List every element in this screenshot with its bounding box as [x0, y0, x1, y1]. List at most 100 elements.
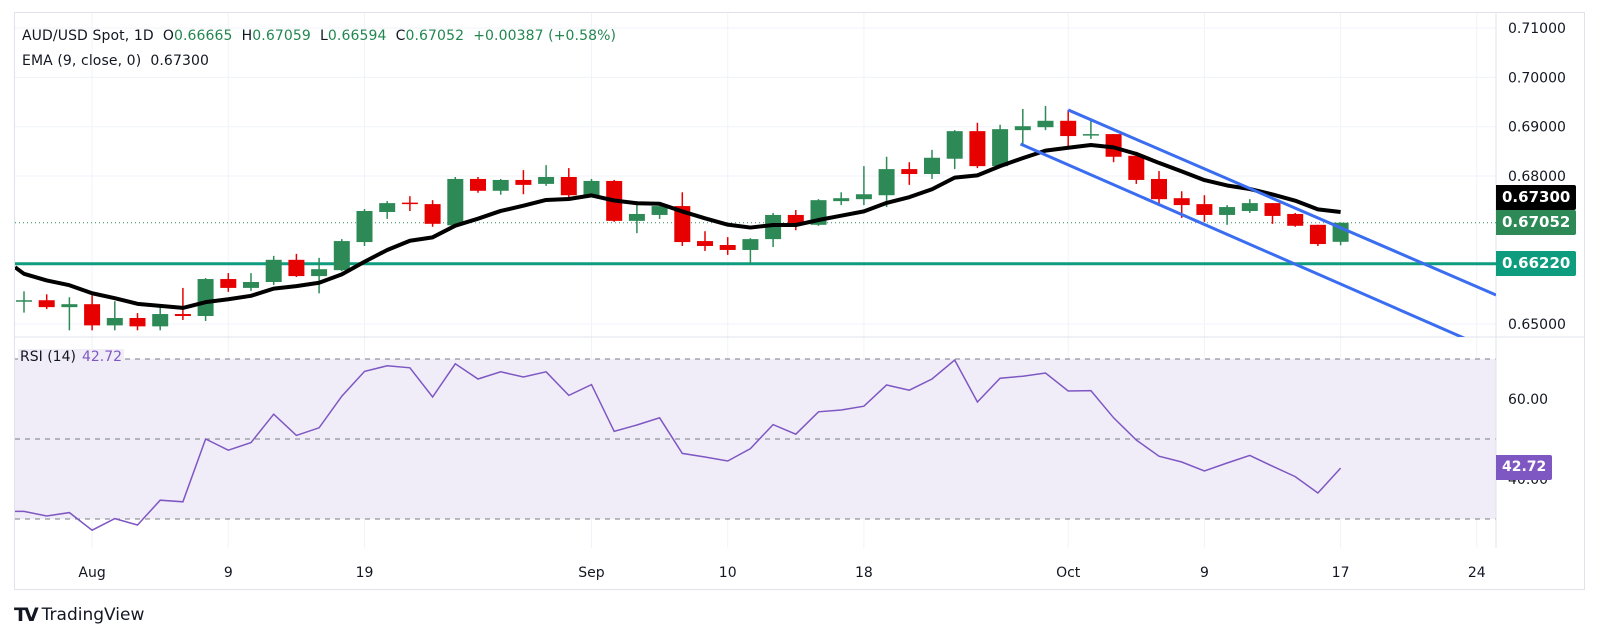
candle	[492, 178, 509, 195]
candle	[106, 301, 123, 331]
close-value: 0.67052	[405, 28, 465, 44]
candle-body	[106, 317, 123, 326]
candle-body	[1128, 155, 1145, 180]
last-price-tag: 0.67052	[1496, 210, 1577, 235]
candle-body	[470, 178, 486, 191]
channel-upper-line[interactable]	[1067, 108, 1496, 297]
candle-body	[1309, 224, 1326, 245]
candle	[855, 166, 872, 206]
candle	[174, 287, 191, 320]
candle	[946, 130, 963, 170]
candle	[538, 165, 555, 186]
candle	[61, 297, 78, 331]
candle	[152, 304, 169, 331]
tradingview-logo[interactable]: TV TradingView	[14, 604, 144, 626]
time-tick-label: Aug	[78, 565, 105, 581]
candle	[719, 237, 736, 255]
candle	[992, 124, 1009, 168]
price-tick-label: 0.68000	[1508, 169, 1566, 185]
candle	[401, 196, 418, 212]
candle-body	[492, 179, 509, 191]
candle-body	[833, 198, 850, 202]
price-axis: 0.71000 0.70000 0.69000 0.68000 0.65000	[1508, 21, 1566, 333]
candle-body	[651, 206, 668, 215]
candle-body	[1060, 120, 1077, 137]
open-value: 0.66665	[173, 28, 233, 44]
candle-body	[401, 202, 418, 205]
candle	[1128, 151, 1145, 184]
candle	[1264, 203, 1281, 224]
candle-body	[129, 317, 146, 327]
candle-body	[924, 157, 940, 175]
candle-body	[515, 179, 532, 185]
candle	[16, 291, 32, 313]
candle-body	[16, 300, 32, 302]
candle-body	[265, 259, 282, 282]
candle-body	[1173, 198, 1190, 206]
candle	[311, 257, 328, 294]
candle	[1014, 108, 1031, 144]
candle-body	[969, 131, 986, 167]
candle	[1241, 199, 1258, 213]
candle	[787, 210, 804, 231]
time-tick-label: Sep	[578, 565, 605, 581]
candle-body	[583, 180, 600, 196]
candle-body	[1151, 178, 1167, 200]
rsi-tick-label: 60.00	[1508, 392, 1548, 408]
candle	[243, 273, 259, 291]
candle	[651, 205, 668, 219]
candle	[333, 239, 350, 272]
candle	[197, 278, 214, 321]
candle	[515, 170, 532, 195]
candle-body	[628, 213, 645, 221]
candle	[901, 162, 918, 185]
legend-ema[interactable]: EMA (9, close, 0) 0.67300	[22, 53, 209, 69]
candle	[356, 209, 373, 247]
high-value: 0.67059	[252, 28, 311, 44]
ema-line	[15, 143, 1341, 310]
candle-body	[311, 269, 328, 277]
candle-body	[697, 241, 713, 247]
change-value: +0.00387 (+0.58%)	[473, 28, 617, 44]
legend-rsi[interactable]: RSI (14) 42.72	[18, 349, 125, 365]
time-tick-label: 19	[356, 565, 374, 581]
candle	[288, 253, 305, 278]
candle	[379, 201, 396, 219]
candle-body	[1264, 203, 1281, 216]
candle	[924, 149, 940, 179]
legend-ohlc: AUD/USD Spot, 1D O0.66665 H0.67059 L0.66…	[22, 28, 616, 44]
high-label: H	[241, 28, 253, 44]
candle-body	[356, 211, 373, 243]
candle	[742, 238, 759, 264]
candle-body	[1037, 120, 1054, 128]
rsi-value: 42.72	[81, 349, 123, 365]
price-tick-label: 0.65000	[1508, 317, 1566, 333]
candle	[1287, 212, 1304, 227]
candle-body	[855, 194, 872, 200]
candle	[220, 273, 237, 292]
channel-lower-line[interactable]	[1019, 142, 1496, 352]
candle-body	[379, 203, 396, 212]
rsi-value-tag: 42.72	[1496, 455, 1553, 480]
candle	[833, 192, 850, 206]
symbol-title[interactable]: AUD/USD Spot, 1D	[22, 28, 154, 44]
time-tick-label: 24	[1468, 565, 1486, 581]
candle	[424, 200, 441, 227]
candle-body	[197, 279, 214, 317]
candle-body	[992, 129, 1009, 167]
candle-body	[447, 178, 464, 226]
ema-value: 0.67300	[150, 53, 209, 69]
candle-body	[61, 304, 78, 308]
brand-name: TradingView	[41, 605, 145, 625]
rsi-label: RSI (14)	[20, 349, 76, 365]
candle	[84, 295, 101, 331]
candle	[765, 212, 782, 247]
hline-price-tag[interactable]: 0.66220	[1496, 251, 1577, 276]
candle-body	[946, 131, 963, 159]
candle-body	[288, 259, 305, 277]
candle-body	[719, 245, 736, 250]
candle-body	[84, 304, 101, 326]
candle	[265, 255, 282, 285]
candle-body	[560, 176, 577, 196]
